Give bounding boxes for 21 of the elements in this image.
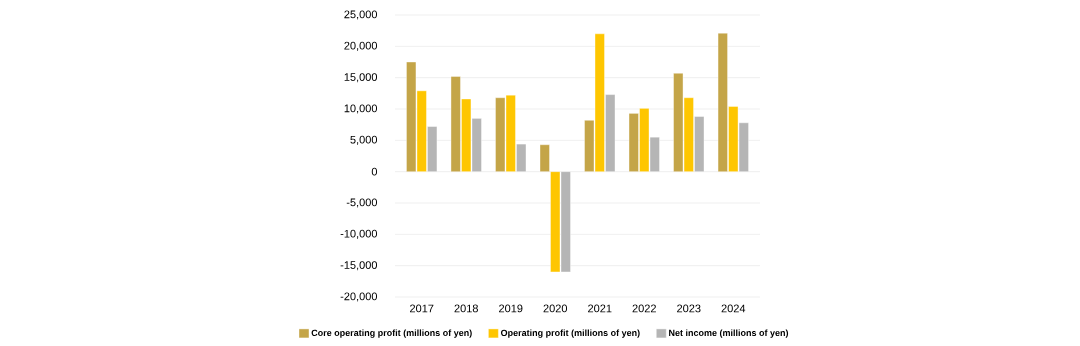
y-tick-label: 5,000	[350, 135, 378, 145]
legend-label: Core operating profit (millions of yen)	[311, 329, 472, 338]
y-tick-label: 10,000	[344, 104, 378, 114]
legend-label: Net income (millions of yen)	[669, 329, 789, 338]
x-tick-label: 2021	[588, 304, 612, 313]
y-tick-label: 15,000	[344, 73, 378, 83]
y-tick-label: 25,000	[344, 10, 378, 20]
x-tick-label: 2020	[543, 304, 568, 313]
y-tick-label: 0	[371, 167, 378, 176]
x-tick-label: 2023	[677, 304, 701, 313]
y-tick-label: -5,000	[346, 198, 378, 208]
x-tick-label: 2018	[454, 304, 478, 313]
y-tick-label: -10,000	[340, 229, 378, 239]
legend-label: Operating profit (millions of yen)	[500, 329, 640, 338]
y-tick-label: -20,000	[340, 292, 378, 302]
y-tick-label: 20,000	[344, 41, 378, 51]
y-tick-label: -15,000	[340, 261, 378, 271]
x-tick-label: 2024	[721, 304, 746, 313]
x-tick-label: 2017	[410, 304, 434, 313]
x-tick-label: 2019	[499, 304, 523, 313]
x-tick-label: 2022	[632, 304, 656, 313]
